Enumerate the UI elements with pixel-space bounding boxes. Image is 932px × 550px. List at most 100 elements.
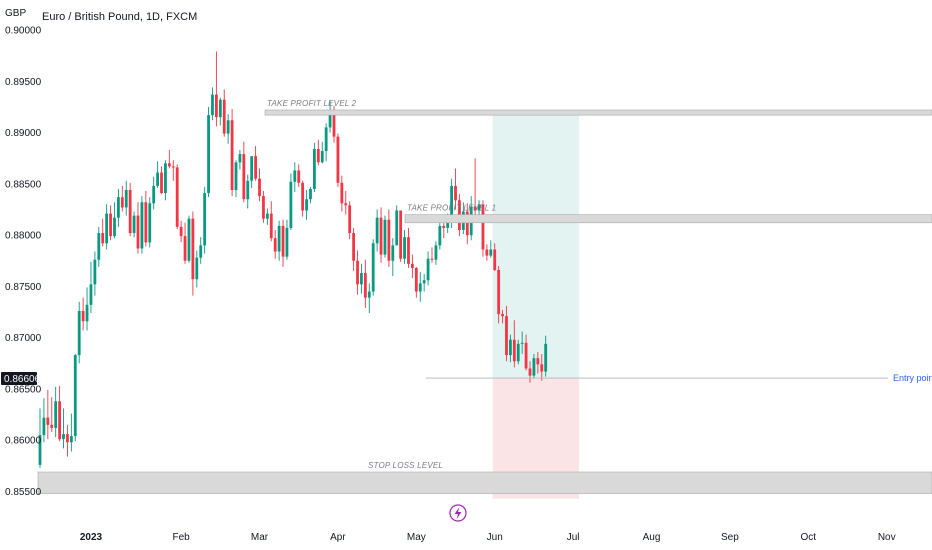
candle-body: [93, 259, 97, 285]
x-tick-label: Sep: [721, 532, 739, 543]
candle: [187, 215, 191, 263]
x-axis: 2023 Feb Mar Apr May Jun Jul Aug Sep Oct Nov: [80, 532, 896, 543]
candle-body: [473, 206, 477, 211]
candle: [430, 247, 434, 263]
candle-body: [383, 219, 387, 255]
candle: [285, 219, 289, 260]
candle-body: [297, 170, 301, 183]
candle-body: [379, 217, 383, 255]
candle: [258, 168, 261, 202]
candles-layer: [38, 51, 548, 468]
y-tick-label: 0.87500: [5, 282, 42, 293]
candle-body: [156, 172, 159, 186]
candle-body: [258, 178, 261, 197]
candle: [360, 263, 363, 294]
candle: [540, 354, 544, 381]
take-profit-level-1[interactable]: TAKE PROFIT LEVEL 1: [404, 204, 932, 224]
candle: [512, 320, 516, 368]
candle: [109, 205, 112, 241]
x-tick-label: Aug: [643, 532, 661, 543]
candle-body: [367, 291, 371, 298]
candle: [426, 251, 430, 286]
candle: [120, 185, 124, 212]
candle: [313, 142, 316, 193]
candle-body: [485, 249, 489, 256]
candle-body: [238, 154, 242, 163]
y-tick-label: 0.86000: [5, 436, 42, 447]
candle: [340, 175, 344, 212]
candle: [293, 162, 297, 193]
candle: [269, 201, 273, 242]
candle: [85, 287, 89, 331]
candle: [481, 200, 485, 257]
candle: [73, 354, 77, 442]
candle-body: [399, 210, 403, 259]
candle: [54, 386, 58, 438]
stop-loss-level[interactable]: STOP LOSS LEVEL: [37, 461, 932, 494]
candle-body: [509, 339, 512, 356]
candle: [81, 297, 85, 331]
candle-body: [285, 227, 289, 257]
candle-body: [544, 343, 548, 372]
candle-body: [171, 166, 175, 168]
candle: [505, 305, 508, 362]
candle: [250, 156, 254, 188]
candle-body: [89, 284, 93, 305]
candle: [289, 173, 293, 230]
candle: [164, 160, 167, 201]
y-axis-unit: GBP: [5, 8, 26, 19]
candle-body: [352, 233, 355, 261]
candle-body: [109, 213, 112, 237]
candle: [391, 238, 395, 277]
take-profit-level-2[interactable]: TAKE PROFIT LEVEL 2: [264, 99, 932, 116]
current-price-tag[interactable]: 0.86606: [1, 372, 41, 385]
candle: [242, 141, 246, 203]
candle: [50, 397, 54, 433]
candle: [301, 180, 305, 217]
candle: [38, 408, 42, 468]
candle: [218, 97, 222, 126]
candle: [536, 352, 540, 374]
candle: [352, 227, 355, 272]
candle-body: [528, 368, 532, 376]
candle: [281, 219, 285, 267]
candle-body: [324, 127, 328, 152]
candle: [309, 186, 312, 204]
candle-body: [289, 181, 293, 228]
candle-body: [505, 316, 508, 356]
candle: [422, 274, 426, 292]
stop-loss-level-box: [37, 471, 932, 494]
candle: [140, 196, 144, 254]
candle: [195, 250, 199, 288]
candle-body: [58, 401, 61, 440]
candle-body: [320, 151, 324, 163]
y-tick-label: 0.90000: [5, 26, 42, 37]
candle: [305, 189, 308, 220]
candle-body: [387, 219, 391, 261]
candle-body: [242, 154, 246, 200]
y-tick-label: 0.88000: [5, 231, 42, 242]
candle-body: [69, 436, 73, 443]
candle: [544, 335, 548, 377]
candle-body: [512, 339, 516, 362]
take-profit-level-2-box: [264, 109, 932, 116]
candle: [356, 250, 359, 295]
replay-icon[interactable]: [449, 504, 467, 522]
candle-body: [356, 260, 359, 285]
entry-line[interactable]: Entry point: [426, 373, 932, 383]
candle: [501, 309, 504, 324]
candle-body: [152, 185, 156, 204]
candle: [101, 218, 105, 247]
candle-body: [281, 225, 285, 257]
candle: [93, 251, 97, 296]
candle-body: [175, 167, 179, 227]
candle-body: [465, 211, 469, 236]
candle-body: [207, 115, 210, 194]
candle-body: [371, 243, 375, 292]
candle: [230, 108, 234, 197]
candle: [403, 229, 406, 264]
candle: [348, 201, 352, 240]
candle-body: [516, 343, 520, 362]
candle-body: [403, 237, 406, 259]
